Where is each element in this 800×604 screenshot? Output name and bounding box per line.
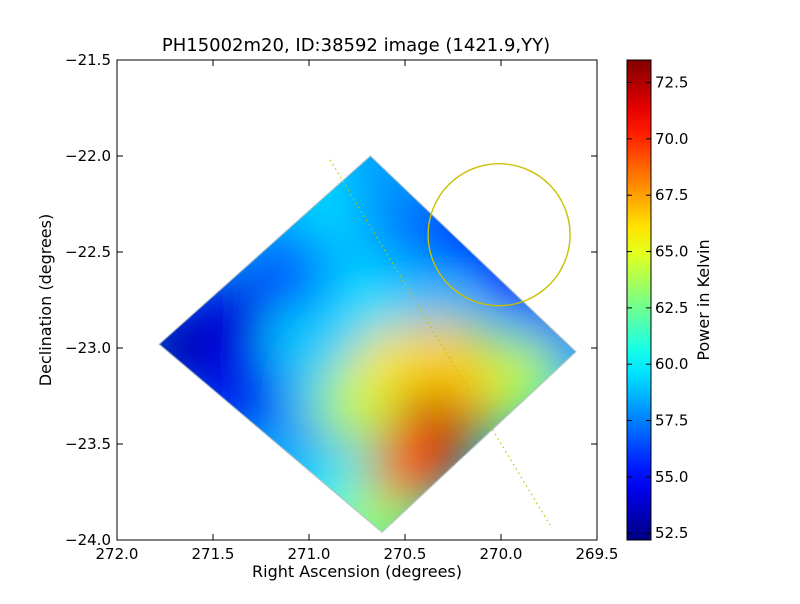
y-tick-label: −22.5 — [65, 243, 111, 261]
colorbar-tick-label: 52.5 — [655, 524, 688, 542]
field-outline — [158, 154, 577, 534]
x-tick-label: 270.5 — [384, 545, 427, 563]
x-tick-label: 272.0 — [96, 545, 139, 563]
plot-frame — [116, 59, 598, 541]
x-tick-label: 271.5 — [192, 545, 235, 563]
colorbar-ticks: 52.5 55.0 57.5 60.0 62.5 65.0 67.5 70.0 72.5 — [627, 74, 688, 542]
y-axis-label: Declination (degrees) — [36, 214, 55, 386]
power-sample-24 — [411, 315, 495, 400]
y-tick-label: −24.0 — [65, 531, 111, 549]
colorbar-label: Power in Kelvin — [694, 239, 713, 360]
y-tick-label: −23.5 — [65, 435, 111, 453]
colorbar-tick-label: 60.0 — [655, 355, 688, 373]
colorbar-tick-label: 72.5 — [655, 74, 688, 92]
colorbar — [626, 59, 652, 541]
chart-title: PH15002m20, ID:38592 image (1421.9,YY) — [162, 35, 550, 56]
y-tick-label: −21.5 — [65, 51, 111, 69]
x-tick-label: 270.0 — [480, 545, 523, 563]
track-line — [329, 159, 552, 527]
x-tick-label: 271.0 — [288, 545, 331, 563]
target-circle — [427, 163, 571, 307]
y-axis: −21.5 −22.0 −22.5 −23.0 −23.5 −24.0 — [65, 51, 597, 549]
y-tick-label: −23.0 — [65, 339, 111, 357]
x-axis-label: Right Ascension (degrees) — [252, 562, 462, 581]
colorbar-tick-label: 55.0 — [655, 468, 688, 486]
x-tick-label: 269.5 — [576, 545, 619, 563]
colorbar-tick-label: 57.5 — [655, 412, 688, 430]
x-axis: 272.0 271.5 271.0 270.5 270.0 269.5 — [96, 60, 619, 563]
colorbar-tick-label: 62.5 — [655, 299, 688, 317]
colorbar-tick-label: 67.5 — [655, 186, 688, 204]
y-tick-label: −22.0 — [65, 147, 111, 165]
colorbar-tick-label: 70.0 — [655, 130, 688, 148]
colorbar-tick-label: 65.0 — [655, 243, 688, 261]
